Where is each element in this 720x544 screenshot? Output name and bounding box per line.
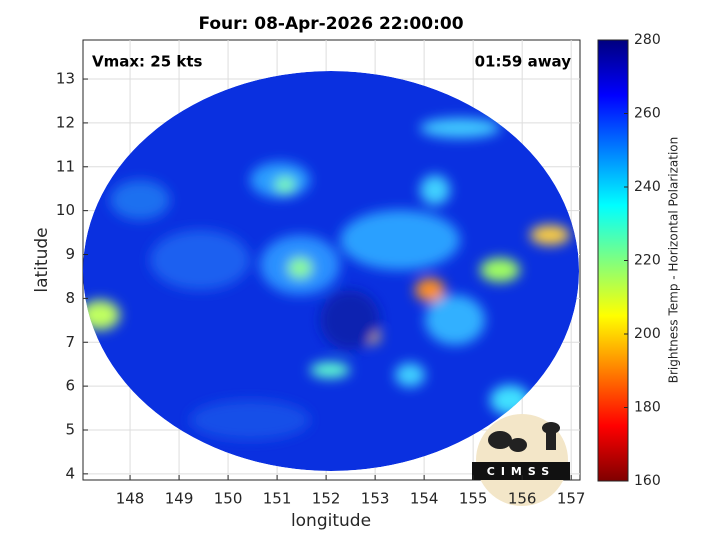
chart-title: Four: 08-Apr-2026 22:00:00 bbox=[198, 14, 463, 34]
y-tick-label: 6 bbox=[65, 377, 75, 395]
y-tick-label: 8 bbox=[65, 289, 75, 307]
swath-image bbox=[83, 71, 579, 471]
y-tick-label: 11 bbox=[56, 157, 75, 175]
x-tick-label: 157 bbox=[557, 490, 586, 508]
colorbar-tick-label: 220 bbox=[634, 253, 661, 269]
colorbar-tick-label: 260 bbox=[634, 106, 661, 122]
colorbar-tick-label: 280 bbox=[634, 32, 661, 48]
y-tick-label: 4 bbox=[65, 464, 75, 482]
colorbar-tick-label: 200 bbox=[634, 326, 661, 342]
colorbar-tick-label: 180 bbox=[634, 400, 661, 416]
x-tick-label: 152 bbox=[312, 490, 341, 508]
x-tick-label: 154 bbox=[410, 490, 439, 508]
x-tick-label: 148 bbox=[116, 490, 145, 508]
x-tick-label: 156 bbox=[508, 490, 537, 508]
colorbar-tick-label: 160 bbox=[634, 473, 661, 489]
y-axis-label: latitude bbox=[32, 227, 52, 292]
x-tick-label: 150 bbox=[214, 490, 243, 508]
logo: CIMSS bbox=[472, 414, 570, 506]
x-axis-label: longitude bbox=[291, 511, 371, 531]
annotation: 01:59 away bbox=[475, 53, 572, 71]
x-tick-label: 153 bbox=[361, 490, 390, 508]
y-tick-label: 7 bbox=[65, 333, 75, 351]
y-tick-label: 9 bbox=[65, 245, 75, 263]
y-tick-label: 13 bbox=[56, 70, 75, 88]
y-tick-label: 5 bbox=[65, 420, 75, 438]
annotation: Vmax: 25 kts bbox=[92, 53, 202, 71]
x-tick-label: 151 bbox=[263, 490, 292, 508]
y-tick-label: 10 bbox=[56, 201, 75, 219]
logo-text: CIMSS bbox=[487, 465, 555, 478]
colorbar-tick-label: 240 bbox=[634, 179, 661, 195]
colorbar bbox=[597, 39, 629, 482]
x-tick-label: 155 bbox=[459, 490, 488, 508]
x-tick-label: 149 bbox=[165, 490, 194, 508]
y-tick-label: 12 bbox=[56, 113, 75, 131]
colorbar-label: Brightness Temp - Horizontal Polarizatio… bbox=[667, 137, 681, 384]
